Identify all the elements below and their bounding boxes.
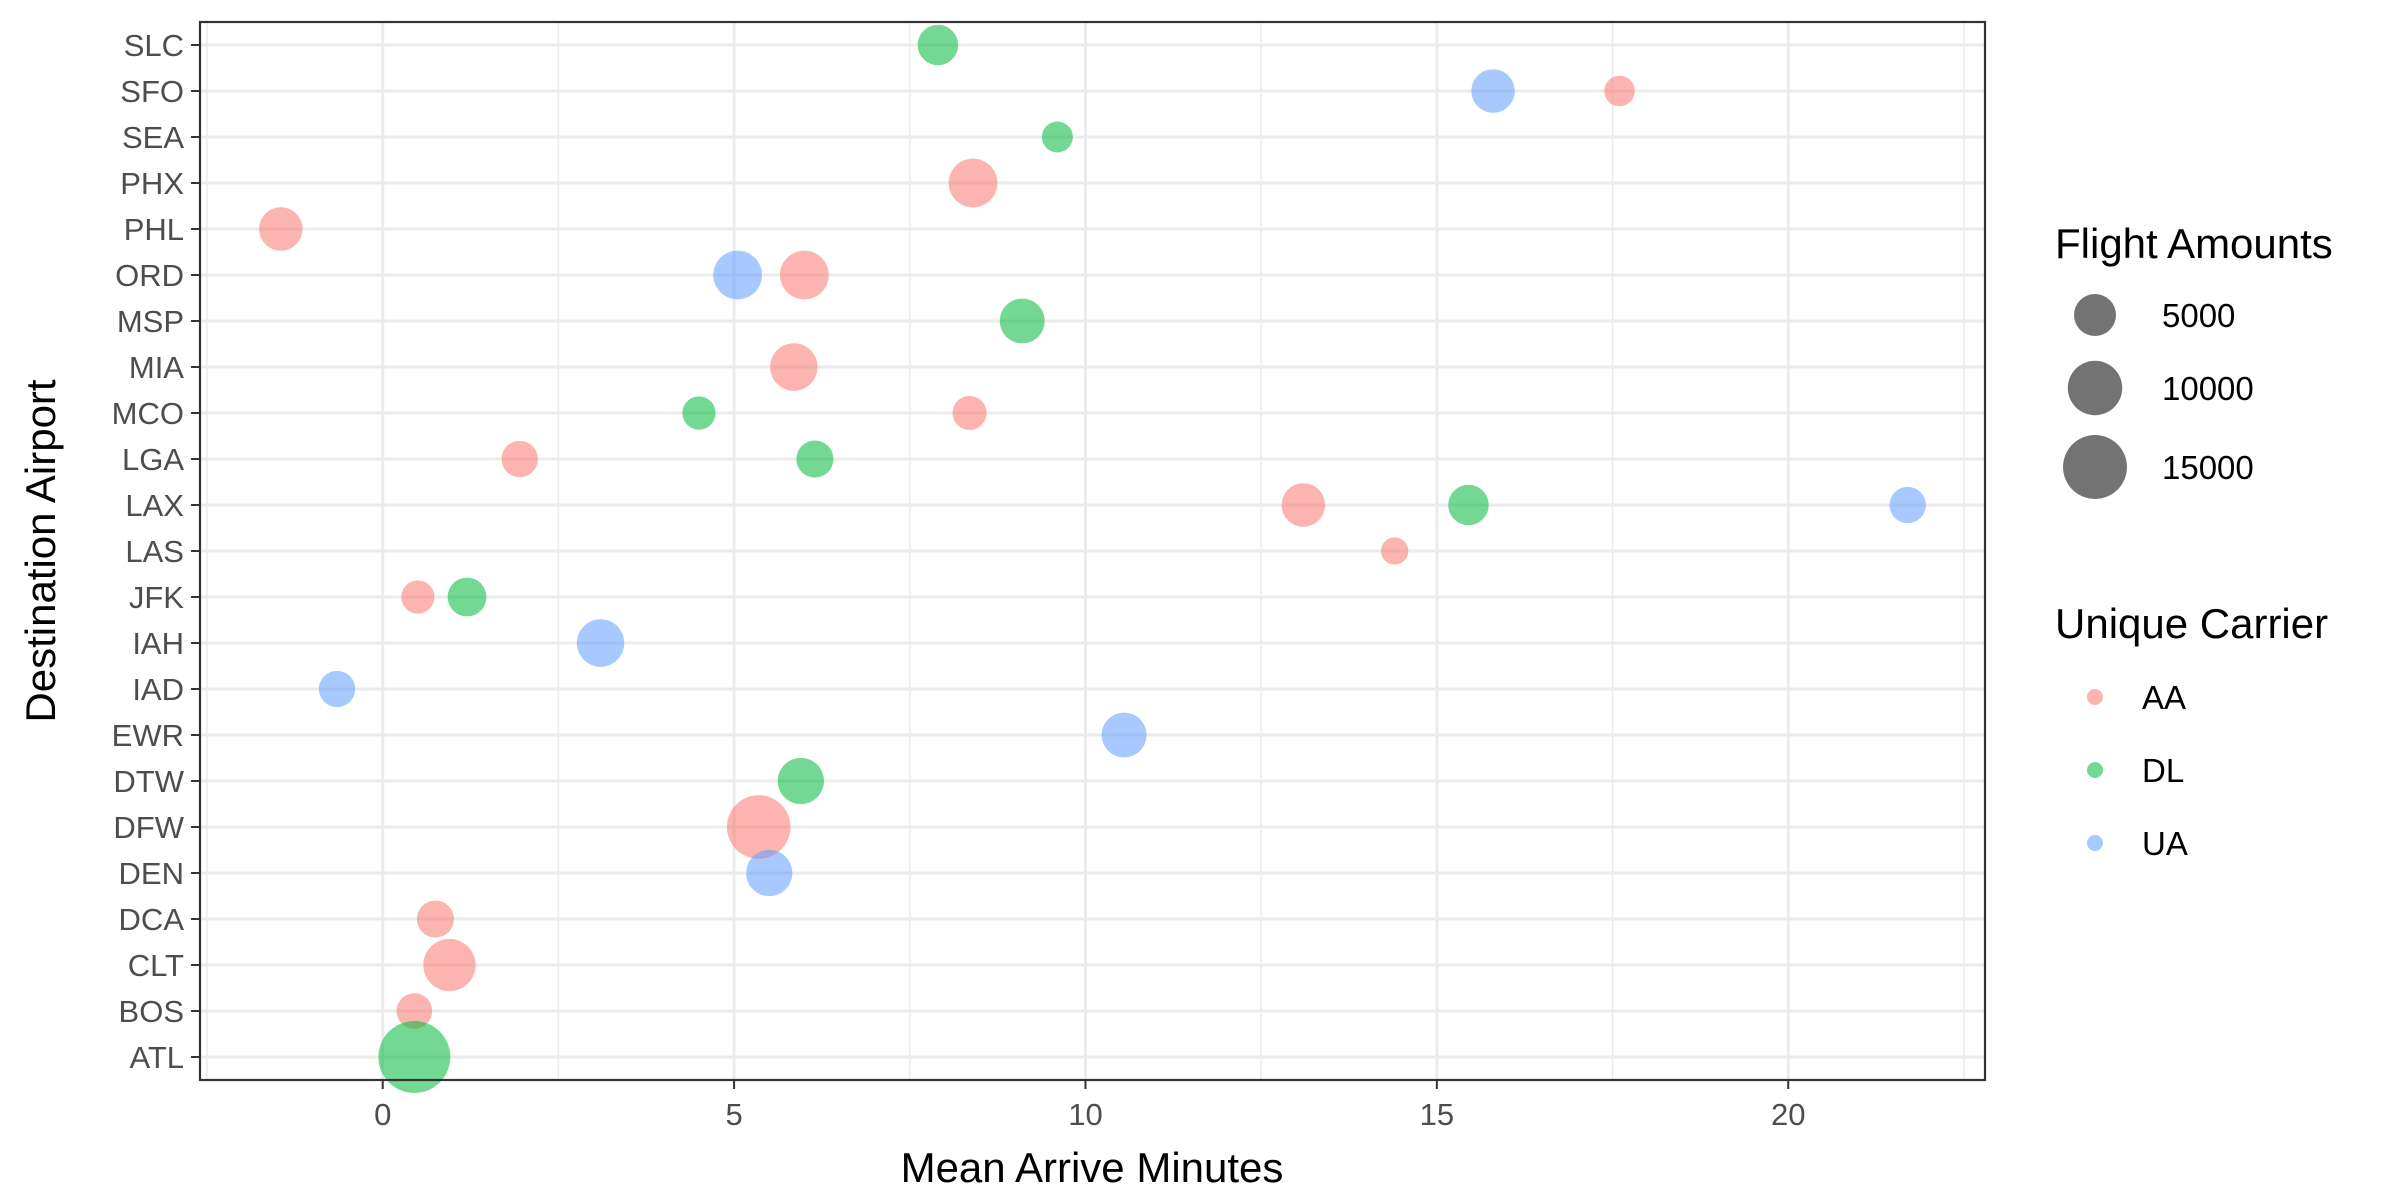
color-legend-key-dl	[2087, 762, 2103, 778]
y-tick-label: ORD	[115, 258, 184, 293]
y-tick-label: SEA	[122, 120, 184, 155]
y-tick-label: DFW	[113, 810, 184, 845]
y-tick-label: MSP	[117, 304, 184, 339]
y-tick-label: LAS	[125, 534, 184, 569]
y-tick-label: JFK	[129, 580, 184, 615]
y-tick-label: DCA	[119, 902, 185, 937]
y-tick-label: LAX	[125, 488, 184, 523]
y-tick-label: LGA	[122, 442, 184, 477]
point-aa-lga	[501, 440, 538, 478]
y-tick-label: PHX	[120, 166, 184, 201]
point-aa-lax	[1281, 483, 1326, 527]
point-dl-lga	[796, 440, 834, 478]
point-aa-ord	[779, 250, 829, 300]
size-legend-label: 15000	[2162, 449, 2254, 486]
point-aa-mco	[952, 395, 987, 431]
y-axis-title: Destination Airport	[17, 379, 64, 723]
y-tick-label: ATL	[129, 1040, 184, 1075]
y-tick-label: EWR	[112, 718, 184, 753]
y-tick-label: CLT	[128, 948, 184, 983]
point-aa-dfw	[726, 795, 791, 859]
data-points	[259, 24, 1926, 1093]
point-ua-ewr	[1101, 712, 1147, 758]
point-aa-phx	[948, 158, 998, 208]
x-tick-label: 5	[725, 1097, 742, 1132]
point-dl-slc	[917, 24, 959, 66]
color-legend-label: DL	[2142, 752, 2184, 789]
x-axis-title: Mean Arrive Minutes	[901, 1144, 1284, 1191]
point-ua-den	[746, 849, 793, 897]
y-tick-label: DTW	[113, 764, 184, 799]
color-legend-title: Unique Carrier	[2055, 600, 2328, 647]
y-tick-label: SLC	[124, 28, 184, 63]
y-tick-label: SFO	[120, 74, 184, 109]
size-legend-key	[2067, 360, 2123, 416]
point-aa-las	[1381, 537, 1409, 565]
point-aa-dca	[416, 900, 454, 938]
point-aa-clt	[423, 938, 476, 992]
y-tick-label: IAH	[132, 626, 184, 661]
axes: 0 5 10 15 20 ATL BOS CLT DCA DEN DFW DTW EWR IAD IAH JF…	[112, 28, 1806, 1132]
color-legend-label: AA	[2142, 679, 2186, 716]
y-tick-label: MCO	[112, 396, 184, 431]
x-tick-label: 15	[1420, 1097, 1454, 1132]
point-ua-iah	[576, 619, 625, 667]
x-tick-label: 0	[374, 1097, 391, 1132]
y-tick-label: BOS	[119, 994, 184, 1029]
point-dl-jfk	[447, 577, 487, 617]
point-ua-lax	[1889, 486, 1926, 524]
x-tick-label: 10	[1068, 1097, 1102, 1132]
point-aa-mia	[770, 343, 818, 391]
y-tick-label: MIA	[129, 350, 184, 385]
point-aa-bos	[396, 993, 433, 1029]
point-dl-sea	[1041, 121, 1073, 153]
y-tick-label: IAD	[132, 672, 184, 707]
point-aa-phl	[259, 207, 303, 251]
point-ua-ord	[713, 250, 762, 300]
point-dl-atl	[378, 1021, 451, 1093]
y-tick-label: PHL	[124, 212, 184, 247]
size-legend-label: 10000	[2162, 370, 2254, 407]
color-legend-key-aa	[2087, 689, 2103, 705]
size-legend-key	[2063, 435, 2127, 499]
point-dl-lax	[1448, 484, 1489, 526]
size-legend-title: Flight Amounts	[2055, 220, 2333, 267]
size-legend-label: 5000	[2162, 297, 2235, 334]
point-aa-sfo	[1604, 75, 1635, 107]
point-dl-msp	[999, 298, 1045, 344]
y-tick-label: DEN	[119, 856, 184, 891]
point-dl-mco	[682, 396, 716, 430]
point-dl-dtw	[777, 757, 824, 805]
color-legend-label: UA	[2142, 825, 2188, 862]
color-legend-key-ua	[2087, 835, 2103, 851]
legend: Flight Amounts Unique Carrier 5000 10000 1…	[2055, 220, 2333, 862]
x-tick-label: 20	[1771, 1097, 1805, 1132]
point-ua-sfo	[1471, 69, 1515, 113]
point-ua-iad	[318, 670, 356, 708]
size-legend-key	[2074, 294, 2116, 336]
point-aa-jfk	[401, 580, 435, 614]
grid-lines	[200, 22, 1985, 1080]
